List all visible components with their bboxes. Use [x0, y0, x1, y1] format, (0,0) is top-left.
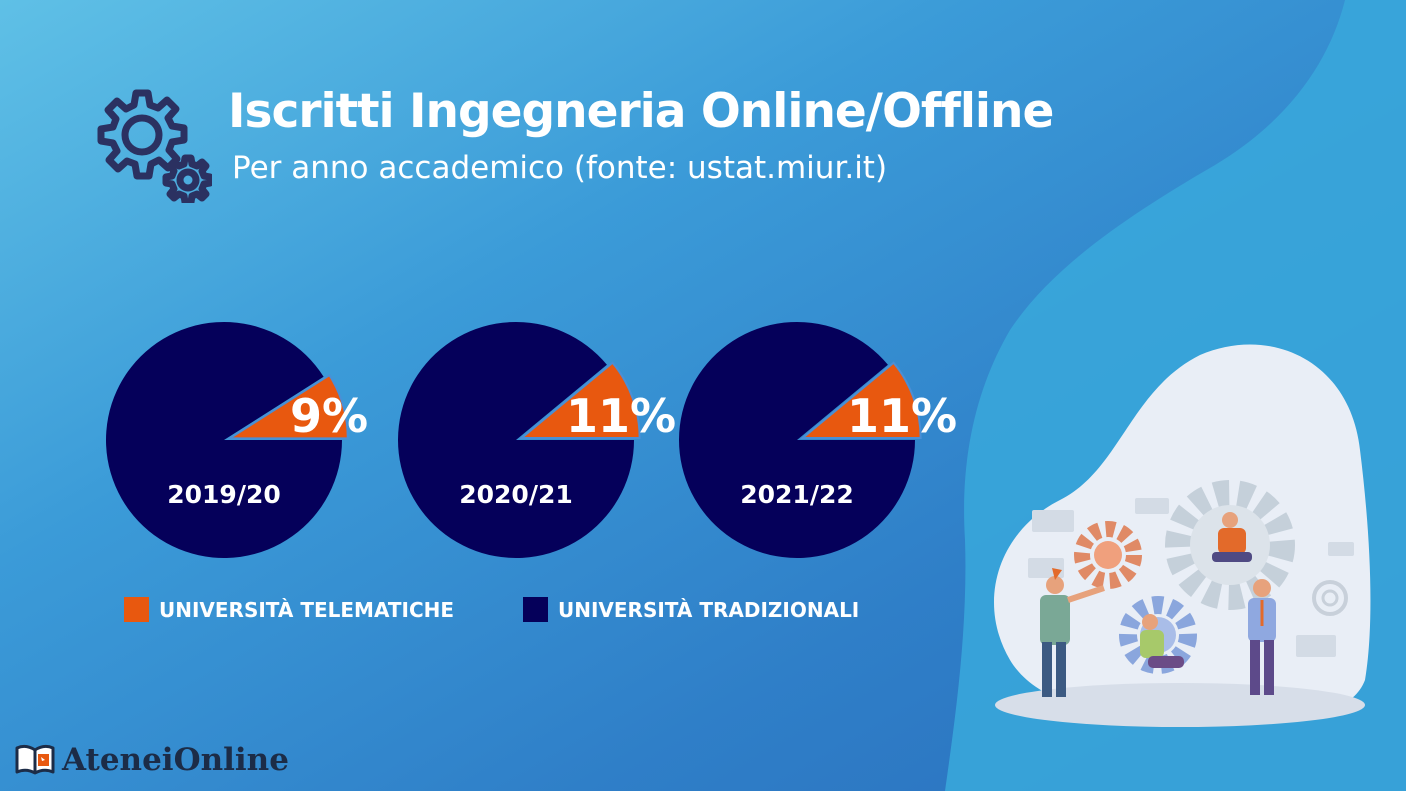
data-label-percent: 11% [566, 389, 676, 443]
legend-label-telematiche: UNIVERSITÀ TELEMATICHE [159, 597, 455, 622]
legend-swatch-telematiche [124, 597, 149, 622]
legend-swatch-tradizionali [523, 597, 548, 622]
page-subtitle: Per anno accademico (fonte: ustat.miur.i… [232, 150, 888, 186]
legend-label-tradizionali: UNIVERSITÀ TRADIZIONALI [558, 597, 860, 622]
pie-slice-telematiche [799, 361, 922, 439]
category-label: 2020/21 [459, 480, 573, 509]
brand-name: AteneiOnline [62, 742, 289, 778]
legend-item-tradizionali: UNIVERSITÀ TRADIZIONALI [523, 597, 859, 622]
gears-icon [97, 89, 212, 203]
data-label-percent: 11% [847, 389, 957, 443]
pie-slice-tradizionali [397, 322, 634, 559]
pie-slice-telematiche [226, 373, 349, 440]
legend-item-telematiche: UNIVERSITÀ TELEMATICHE [124, 597, 454, 622]
team-gears-illustration [994, 344, 1371, 727]
pie-slice-tradizionali [106, 322, 342, 558]
category-label: 2021/22 [740, 480, 854, 509]
pie-slice-telematiche [518, 361, 641, 439]
open-book-icon [15, 744, 55, 775]
pie-slice-tradizionali [678, 322, 915, 559]
category-label: 2019/20 [167, 480, 281, 509]
data-label-percent: 9% [290, 389, 368, 443]
brand-logo: AteneiOnline [14, 742, 289, 778]
page-title: Iscritti Ingegneria Online/Offline [228, 84, 1054, 139]
